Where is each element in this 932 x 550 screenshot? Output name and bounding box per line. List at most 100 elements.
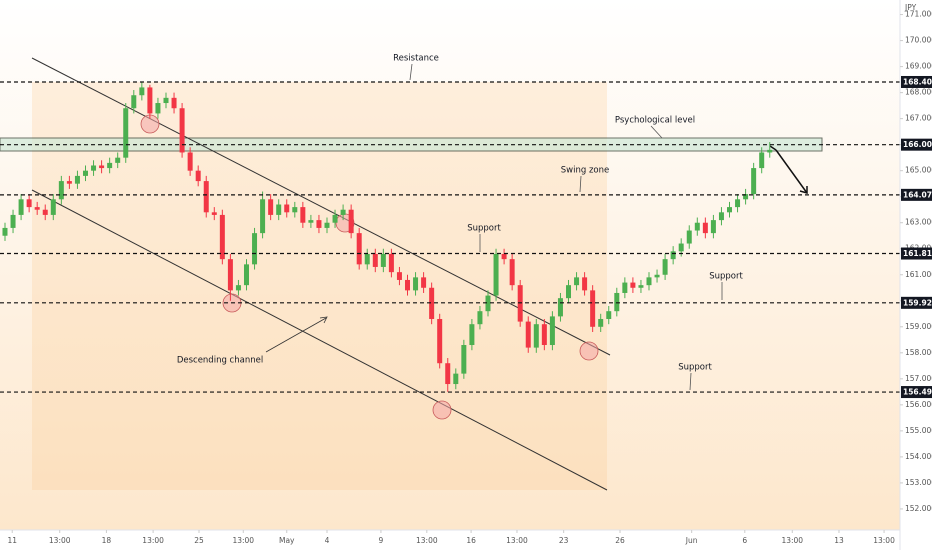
candle-body [340,209,346,215]
level-label-box [901,138,932,151]
candle-body [123,108,129,158]
candle-body [396,272,402,280]
candle-body [445,363,451,385]
candle-body [131,95,137,109]
candle-body [243,264,249,286]
candle-body [598,318,604,327]
arrow-line [775,149,808,194]
candle-body [58,181,64,200]
level-label-box [901,75,932,88]
level-label: 159.921 [903,298,932,307]
candle-body [268,199,274,215]
candle-body [574,277,580,286]
pointer-head [319,316,328,324]
candle-body [179,108,185,153]
projection-arrow [769,145,808,194]
candle-body [332,214,338,223]
y-tick-label: 161.000 [905,270,932,279]
x-tick-label: 11 [7,536,17,545]
x-tick-label: 23 [559,536,569,545]
candle-body [590,290,596,327]
candle-body [252,233,258,265]
candle-body [646,277,652,286]
candle-body [565,285,571,299]
x-tick-label: 16 [466,536,476,545]
candle-body [557,298,563,317]
price-axis [900,0,932,550]
candle-body [42,209,48,215]
candle-body [284,204,290,213]
level-label-box [901,247,932,260]
channel-upper [31,57,611,356]
candle-body [66,181,72,184]
candle-body [99,165,105,169]
candle-body [662,259,668,275]
candle-body [380,253,386,267]
level-label-box [901,386,932,399]
candle-body [235,285,241,291]
candle-body [388,253,394,273]
y-tick-label: 163.000 [905,218,932,227]
candle-body [219,214,225,260]
candle-body [654,274,660,278]
candle-body [614,292,620,312]
candle-body [767,149,773,153]
x-tick-label: 9 [379,536,384,545]
level-label: 166.000 [903,140,932,149]
candle-body [324,222,330,228]
candle-body [493,253,499,296]
candle-body [115,157,121,163]
candle-body [139,87,145,96]
candle-body [718,212,724,221]
candle-body [678,243,684,252]
candle-body [630,282,636,288]
candle-body [372,253,378,267]
candle-body [211,212,217,215]
candle-body [195,170,201,182]
pointer [265,317,327,353]
y-tick-label: 153.000 [905,478,932,487]
annotation: Support [709,272,743,282]
y-tick-label: 168.000 [905,88,932,97]
candle-body [300,207,306,223]
candle-body [50,199,56,215]
candle-body [107,162,113,169]
candle-body [316,220,322,228]
candle-body [751,168,757,195]
candle-body [686,230,692,244]
y-tick-label: 165.000 [905,166,932,175]
candle-body [34,207,40,210]
candle-body [670,251,676,260]
candle-body [155,103,161,114]
candle-body [533,324,539,348]
candle-body [413,277,419,291]
x-tick-label: 6 [742,536,747,545]
candle-body [549,316,555,346]
candle-body [308,220,314,223]
candle-body [276,204,282,215]
candle-body [525,321,531,348]
y-tick-label: 169.000 [905,62,932,71]
pointers [265,316,328,353]
annotation: Psychological level [615,116,695,126]
candle-body [364,253,370,265]
candle-body [453,373,459,385]
x-tick-label: 25 [194,536,204,545]
annotation-pointer [579,175,582,193]
y-tick-label: 152.000 [905,504,932,513]
x-tick-label: 4 [325,536,330,545]
candle-body [509,259,515,286]
candle-body [292,207,298,213]
x-tick-label: 26 [615,536,625,545]
candle-body [260,199,266,234]
candle-body [638,285,644,288]
arrow-head [799,186,808,194]
candle-body [437,318,443,364]
candle-body [26,199,32,208]
x-tick-label: May [279,536,295,545]
level-label-box [901,188,932,201]
x-tick-label: Jun [685,536,698,545]
level-label: 168.409 [903,77,932,86]
levels [0,81,900,393]
